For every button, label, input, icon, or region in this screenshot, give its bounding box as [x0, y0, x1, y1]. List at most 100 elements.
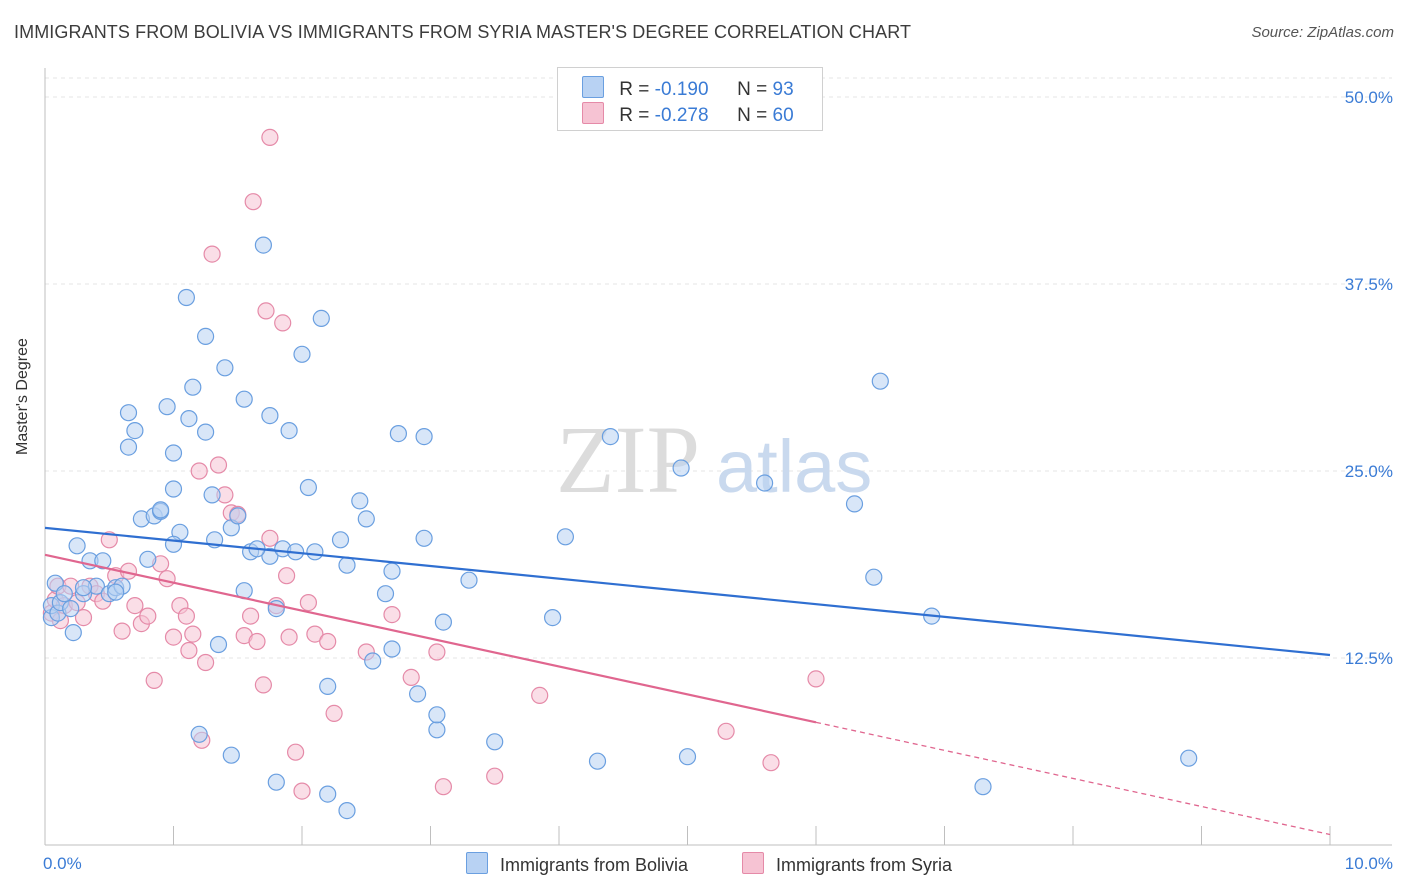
- y-tick-label: 50.0%: [1345, 88, 1393, 107]
- syria-n-value: 60: [772, 105, 794, 126]
- syria-point: [807, 670, 825, 688]
- bolivia-point: [62, 599, 80, 618]
- bolivia-point: [312, 309, 330, 327]
- syria-point: [261, 529, 279, 547]
- legend-item-bolivia: Immigrants from Bolivia: [466, 852, 688, 876]
- bolivia-point: [119, 438, 138, 456]
- syria-point: [158, 570, 176, 588]
- syria-point: [261, 128, 279, 146]
- bolivia-point: [672, 459, 690, 477]
- syria-point: [145, 671, 163, 690]
- bolivia-point: [845, 495, 864, 513]
- y-tick-label: 25.0%: [1345, 462, 1393, 481]
- bolivia-point: [434, 613, 452, 631]
- bolivia-point: [261, 407, 279, 425]
- syria-point: [402, 668, 420, 687]
- syria-swatch: [582, 102, 604, 124]
- bolivia-trend-line: [44, 526, 1331, 657]
- bolivia-point: [543, 608, 562, 627]
- watermark-atlas: atlas: [716, 425, 872, 508]
- syria-r-label: R =: [619, 105, 650, 126]
- bolivia-point: [389, 425, 407, 443]
- syria-point: [486, 767, 504, 785]
- syria-point: [190, 462, 208, 480]
- bolivia-point: [383, 562, 401, 580]
- bolivia-point: [293, 345, 311, 363]
- bolivia-point: [1180, 749, 1198, 767]
- bolivia-point: [556, 528, 575, 546]
- syria-point: [278, 567, 296, 585]
- bolivia-point: [197, 327, 215, 345]
- bolivia-r-value: -0.190: [654, 79, 709, 100]
- bolivia-point: [261, 547, 279, 565]
- bolivia-point: [164, 444, 183, 462]
- syria-trend-line-extrapolated: [815, 721, 1331, 836]
- syria-point: [100, 531, 118, 549]
- syria-point: [299, 593, 317, 612]
- syria-point: [209, 456, 228, 474]
- syria-point: [242, 607, 260, 625]
- y-tick-label: 37.5%: [1345, 275, 1393, 294]
- source-credit: Source: ZipAtlas.com: [1251, 24, 1394, 41]
- bolivia-point: [64, 623, 82, 642]
- syria-point: [254, 676, 272, 694]
- bolivia-r-label: R =: [619, 79, 650, 100]
- bolivia-point: [74, 579, 93, 597]
- bolivia-point: [197, 423, 215, 441]
- syria-point: [531, 686, 549, 705]
- syria-point: [197, 653, 215, 672]
- watermark: ZIP atlas: [556, 406, 872, 513]
- x-tick-label-min: 0.0%: [43, 854, 82, 873]
- syria-point: [74, 608, 93, 627]
- bolivia-point: [164, 535, 183, 553]
- syria-point: [717, 722, 735, 740]
- bolivia-point: [126, 422, 144, 440]
- syria-point: [383, 605, 401, 624]
- bolivia-point: [216, 359, 234, 377]
- bolivia-point: [107, 583, 125, 601]
- syria-point: [325, 704, 343, 723]
- bolivia-point: [588, 752, 607, 770]
- syria-point: [274, 314, 292, 332]
- bolivia-n-label: N =: [737, 79, 768, 100]
- bolivia-point: [376, 585, 395, 603]
- syria-r-value: -0.278: [654, 105, 709, 126]
- bolivia-point: [865, 568, 883, 586]
- bolivia-point: [139, 550, 157, 568]
- syria-trend-line: [44, 553, 817, 724]
- bolivia-point: [306, 543, 324, 561]
- bolivia-point: [164, 480, 183, 498]
- bolivia-point: [974, 778, 992, 796]
- syria-point: [180, 641, 198, 660]
- bolivia-point: [222, 746, 240, 764]
- bolivia-point: [235, 390, 253, 408]
- bolivia-point: [280, 422, 298, 440]
- bolivia-point: [678, 748, 697, 766]
- bolivia-point: [229, 507, 247, 525]
- syria-point: [306, 625, 324, 643]
- bolivia-point: [94, 552, 112, 570]
- bolivia-point: [319, 677, 337, 696]
- bolivia-legend-label: Immigrants from Bolivia: [500, 855, 689, 875]
- syria-legend-swatch: [742, 852, 764, 874]
- bolivia-point: [331, 531, 350, 549]
- syria-point: [113, 622, 131, 640]
- syria-point: [287, 743, 305, 761]
- bolivia-swatch: [582, 76, 604, 98]
- legend-row-bolivia: R = -0.190 N = 93: [582, 76, 794, 100]
- watermark-zip: ZIP: [556, 406, 700, 513]
- grid-lines: [45, 77, 1392, 659]
- bolivia-point: [158, 398, 176, 416]
- bolivia-point: [203, 486, 221, 504]
- syria-point: [762, 754, 780, 772]
- bolivia-point: [357, 510, 375, 528]
- syria-point: [293, 782, 311, 800]
- bolivia-point: [364, 652, 382, 670]
- syria-point: [203, 245, 221, 263]
- syria-point: [244, 193, 262, 211]
- bolivia-point: [351, 492, 369, 510]
- bolivia-point: [415, 428, 433, 446]
- bolivia-point: [601, 428, 620, 446]
- syria-point: [280, 628, 298, 646]
